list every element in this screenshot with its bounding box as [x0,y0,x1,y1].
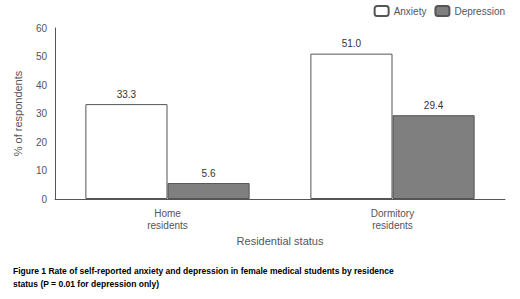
svg-text:60: 60 [36,23,48,34]
svg-text:29.4: 29.4 [424,100,444,111]
svg-text:residents: residents [372,220,413,231]
svg-text:5.6: 5.6 [202,168,216,179]
svg-text:residents: residents [147,220,188,231]
svg-text:Depression: Depression [454,6,505,17]
svg-text:Residential status: Residential status [237,235,324,247]
svg-text:Anxiety: Anxiety [394,6,427,17]
svg-text:10: 10 [36,165,48,176]
svg-text:status (P = 0.01 for depressio: status (P = 0.01 for depression only) [13,279,159,289]
svg-text:Dormitory: Dormitory [371,208,414,219]
svg-text:51.0: 51.0 [342,38,362,49]
svg-text:40: 40 [36,80,48,91]
svg-text:33.3: 33.3 [117,89,137,100]
svg-text:50: 50 [36,51,48,62]
svg-text:20: 20 [36,137,48,148]
svg-text:Home: Home [154,208,181,219]
svg-text:30: 30 [36,108,48,119]
svg-text:0: 0 [41,194,47,205]
svg-text:% of respondents: % of respondents [12,70,24,156]
svg-text:Figure 1 Rate of self-reported: Figure 1 Rate of self-reported anxiety a… [13,266,394,276]
